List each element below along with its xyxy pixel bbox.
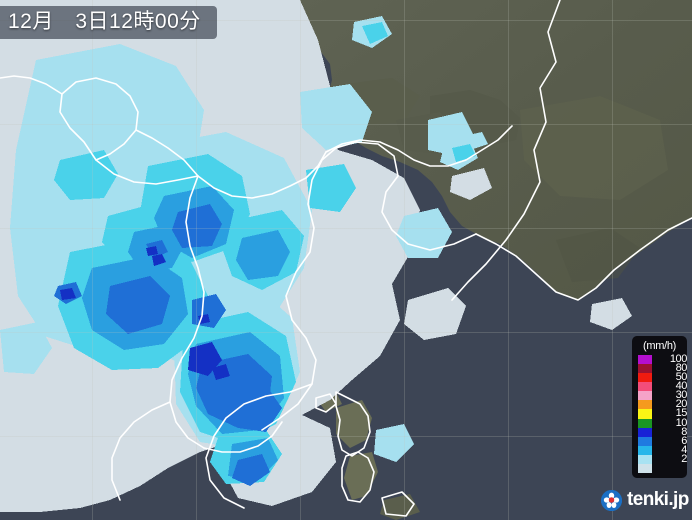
- legend-swatch: [638, 373, 652, 383]
- legend-swatch: [638, 364, 652, 374]
- tenki-flower-icon: [601, 489, 622, 511]
- legend-swatch: [638, 445, 652, 455]
- legend-value: [656, 464, 687, 473]
- legend-value: 40: [675, 380, 688, 393]
- legend-value: 100: [669, 353, 688, 365]
- legend-value: 10: [675, 416, 688, 429]
- legend-value: 20: [675, 398, 688, 411]
- legend-swatch: [638, 355, 652, 365]
- legend-swatch: [638, 400, 652, 410]
- legend-value: 50: [675, 371, 688, 384]
- legend-value: 15: [675, 407, 688, 420]
- legend-swatch: [638, 436, 652, 446]
- legend-swatch: [638, 409, 652, 419]
- legend-unit-label: (mm/h): [642, 340, 677, 352]
- legend-swatch: [638, 427, 652, 437]
- precipitation-legend: (mm/h) 100 80 50 40: [632, 336, 687, 478]
- datetime-label: 12月 3日12時00分: [0, 6, 217, 39]
- legend-swatch: [638, 463, 652, 474]
- legend-scale: 100 80 50 40 30 20 15 10 8 6 4 2: [635, 353, 688, 474]
- legend-swatch: [638, 391, 652, 401]
- tenki-wordmark: tenki.jp: [627, 489, 689, 510]
- legend-swatch: [638, 454, 652, 464]
- legend-swatch: [638, 382, 652, 392]
- legend-value: 2: [681, 452, 687, 465]
- legend-swatch-column: [638, 355, 652, 474]
- legend-value: 4: [681, 443, 687, 456]
- tenki-jp-logo[interactable]: tenki.jp: [601, 489, 689, 511]
- legend-swatch: [638, 418, 652, 428]
- legend-value: 30: [675, 389, 688, 402]
- legend-value: 8: [681, 425, 687, 438]
- legend-value: 6: [681, 434, 687, 447]
- legend-label-column: 100 80 50 40 30 20 15 10 8 6 4 2: [656, 353, 688, 473]
- legend-value: 80: [675, 362, 688, 375]
